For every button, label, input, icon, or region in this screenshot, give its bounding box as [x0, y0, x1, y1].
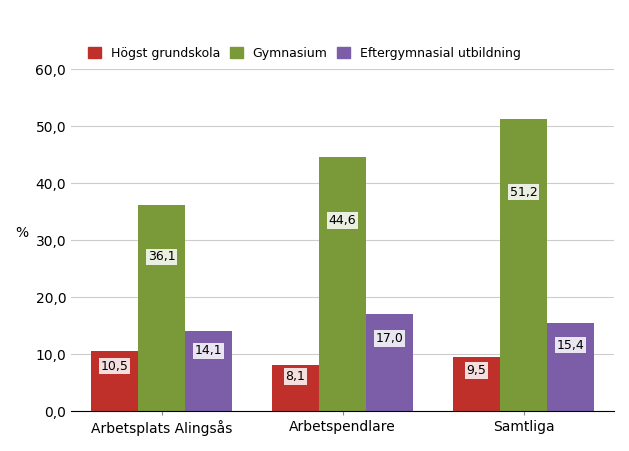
Text: 9,5: 9,5 — [467, 364, 486, 377]
Bar — [547, 323, 594, 411]
Bar — [185, 331, 232, 411]
Text: 15,4: 15,4 — [557, 339, 584, 352]
Text: 51,2: 51,2 — [509, 186, 537, 199]
Text: 17,0: 17,0 — [376, 332, 404, 345]
Text: 44,6: 44,6 — [329, 214, 357, 227]
Bar — [319, 157, 366, 411]
Bar — [91, 351, 138, 411]
Text: 14,1: 14,1 — [195, 344, 223, 357]
Y-axis label: %: % — [15, 226, 28, 240]
Bar — [500, 120, 547, 411]
Text: 10,5: 10,5 — [101, 359, 128, 373]
Legend: Högst grundskola, Gymnasium, Eftergymnasial utbildning: Högst grundskola, Gymnasium, Eftergymnas… — [88, 46, 521, 60]
Bar — [366, 314, 413, 411]
Bar — [138, 205, 185, 411]
Text: 36,1: 36,1 — [148, 250, 175, 263]
Bar — [453, 357, 500, 411]
Bar — [272, 365, 319, 411]
Text: 8,1: 8,1 — [286, 370, 306, 383]
